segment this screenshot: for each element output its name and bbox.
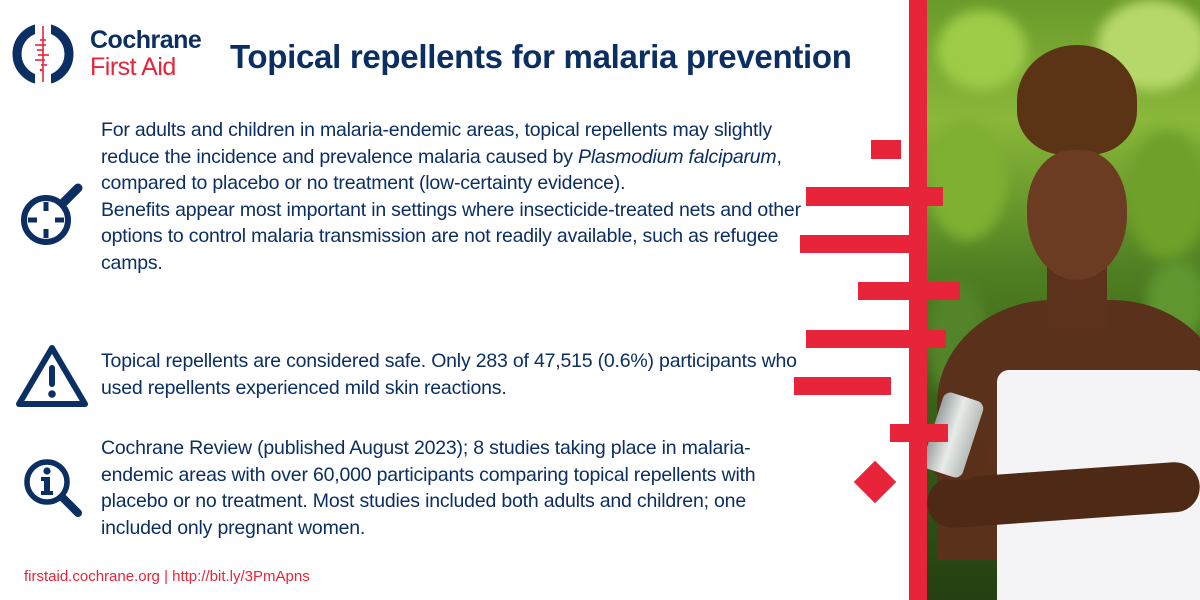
foliage	[937, 10, 1027, 90]
foliage	[1127, 130, 1200, 260]
foliage	[927, 120, 1007, 240]
red-diamond	[853, 460, 897, 504]
target-magnifier-icon	[21, 183, 83, 245]
red-bar	[890, 424, 948, 442]
warning-triangle-icon	[16, 345, 88, 407]
benefits-paragraph: Benefits appear most important in settin…	[101, 198, 801, 274]
findings-section: For adults and children in malaria-endem…	[101, 117, 801, 276]
brand-wordmark: Cochrane First Aid	[90, 26, 202, 81]
hair	[1017, 45, 1137, 155]
red-bar	[800, 235, 909, 253]
brand-name-first-aid: First Aid	[90, 53, 176, 81]
review-info-text: Cochrane Review (published August 2023);…	[101, 437, 756, 539]
brand-name-cochrane: Cochrane	[90, 26, 202, 54]
page-title: Topical repellents for malaria preventio…	[230, 38, 852, 75]
red-vertical-bar	[909, 0, 927, 600]
review-info-section: Cochrane Review (published August 2023);…	[101, 435, 811, 541]
safety-section: Topical repellents are considered safe. …	[101, 348, 801, 401]
cochrane-logo-icon	[12, 22, 74, 86]
species-name: Plasmodium falciparum	[578, 145, 777, 168]
red-bar	[858, 282, 960, 300]
footer-links[interactable]: firstaid.cochrane.org | http://bit.ly/3P…	[24, 568, 310, 585]
findings-paragraph: For adults and children in malaria-endem…	[101, 119, 782, 194]
photo-woman-applying-repellent	[927, 0, 1200, 600]
red-bar	[794, 377, 891, 395]
red-bar	[806, 187, 943, 206]
info-magnifier-icon	[24, 459, 82, 517]
safety-text: Topical repellents are considered safe. …	[101, 350, 797, 399]
red-bar	[806, 330, 946, 348]
face	[1027, 150, 1127, 280]
red-bar	[871, 140, 901, 159]
